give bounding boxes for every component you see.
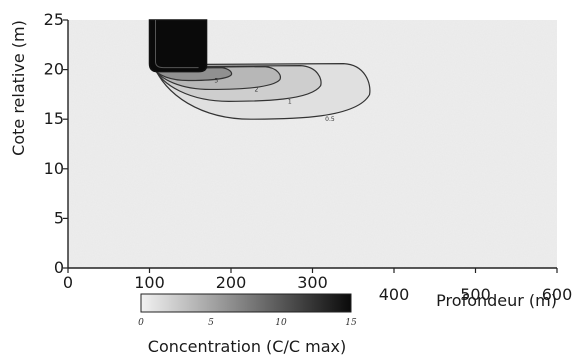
y-tick-label: 5 [54,208,64,227]
x-tick-label: 500 [460,285,491,304]
colorbar-label: Concentration (C/C max) [148,337,346,356]
x-tick-label: 400 [379,285,410,304]
y-tick-label: 20 [44,60,64,79]
plot-area [68,20,557,268]
y-tick-label: 15 [44,109,64,128]
colorbar-gradient [140,293,352,313]
y-tick-label: 10 [44,159,64,178]
x-tick-label: 300 [297,273,328,292]
y-tick-label: 0 [54,258,64,277]
source-inner-contour [155,20,199,69]
y-axis-label: Cote relative (m) [9,20,28,156]
source-block [148,19,208,73]
contour-label-0.5: 0.5 [325,116,335,123]
x-axis-label: Profondeur (m) [436,291,557,310]
colorbar-tick-label: 15 [345,318,357,328]
contour-label-5: 5 [214,78,218,85]
x-tick-label: 200 [216,273,247,292]
colorbar: 0 5 10 15 [138,293,357,328]
colorbar-tick-label: 0 [138,318,144,328]
plume-marks: 0.5 1 2 5 [148,19,371,123]
x-tick-label: 100 [134,273,165,292]
x-tick-label: 0 [63,273,73,292]
colorbar-tick-label: 10 [275,318,287,328]
contour-label-1: 1 [288,98,292,105]
plot-texture [68,20,557,268]
contour-label-2: 2 [255,86,259,93]
colorbar-tick-label: 5 [208,318,214,328]
y-tick-label: 25 [44,10,64,29]
x-tick-label: 600 [542,285,573,304]
